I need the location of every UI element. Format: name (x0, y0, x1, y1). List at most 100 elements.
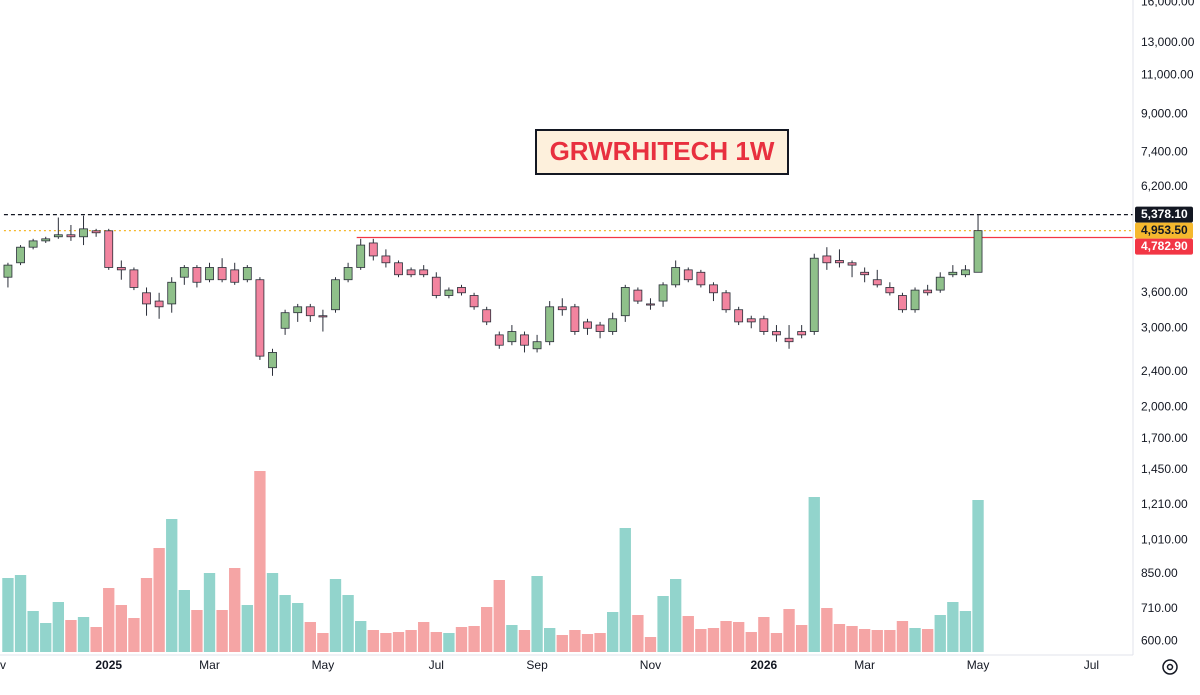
candle-body (167, 281, 177, 305)
candle-body (179, 267, 189, 278)
candle-body (646, 303, 655, 306)
candle-body (734, 309, 744, 323)
y-tick-label: 710.00 (1141, 601, 1178, 615)
y-tick-label: 13,000.00 (1141, 35, 1195, 49)
volume-bar (795, 625, 808, 652)
volume-layer (2, 471, 984, 652)
candle-body (79, 228, 88, 238)
y-tick-label: 1,210.00 (1141, 497, 1188, 511)
volume-bar (594, 633, 606, 652)
settings-gear[interactable] (1162, 659, 1178, 675)
chart-title: GRWRHITECH 1W (550, 136, 775, 166)
x-tick-label: May (967, 658, 990, 672)
volume-bar (657, 596, 669, 652)
settings-icon[interactable] (1162, 659, 1178, 675)
candle-body (457, 287, 466, 294)
candle-body (444, 289, 454, 296)
candle-body (268, 352, 277, 369)
volume-bar (556, 635, 568, 652)
candle-body (671, 267, 681, 286)
y-tick-label: 850.00 (1141, 566, 1178, 580)
volume-bar (972, 500, 984, 652)
volume-bar (430, 632, 442, 652)
volume-bar (808, 497, 820, 652)
y-tick-label: 11,000.00 (1141, 68, 1194, 82)
volume-bar (405, 630, 417, 652)
candle-body (129, 269, 139, 288)
level-layer (3, 214, 1133, 239)
volume-bar (115, 605, 127, 652)
volume-bar (959, 611, 972, 652)
candle-body (343, 267, 353, 281)
candle-body (784, 337, 794, 343)
volume-bar (858, 629, 871, 652)
candle-body (469, 295, 479, 308)
settings-gear-center[interactable] (1166, 663, 1174, 671)
volume-bar (279, 595, 291, 652)
volume-bar (481, 607, 493, 652)
candle-body (935, 276, 945, 291)
candle-body (923, 289, 933, 294)
volume-bar (178, 590, 190, 652)
volume-bar (52, 602, 65, 652)
candle-body (91, 230, 101, 234)
volume-bar (669, 579, 682, 652)
volume-bar (27, 611, 39, 652)
candle-body (242, 267, 252, 281)
volume-bar (909, 628, 921, 652)
candle-body (406, 269, 416, 276)
candle-body (532, 341, 542, 350)
volume-bar (632, 615, 644, 652)
candle-body (961, 269, 970, 276)
y-tick-label: 2,000.00 (1141, 399, 1188, 413)
volume-bar (241, 605, 253, 652)
volume-bar (934, 615, 946, 652)
candle-body (419, 269, 429, 276)
volume-bar (292, 603, 304, 652)
candle-body (394, 262, 403, 276)
candle-body (860, 271, 870, 276)
volume-bar (65, 620, 77, 652)
volume-bar (166, 519, 178, 652)
level-label-box (1135, 206, 1193, 223)
volume-bar (695, 629, 707, 652)
candle-body (494, 334, 504, 346)
candle-body (885, 287, 895, 294)
x-tick-label: Jul (429, 658, 444, 672)
y-tick-label: 3,600.00 (1141, 285, 1188, 299)
y-tick-label: 9,000.00 (1141, 107, 1188, 121)
volume-bar (77, 617, 90, 652)
candle-body (356, 244, 366, 268)
x-tick-label: 2026 (751, 658, 778, 672)
volume-bar (2, 578, 14, 652)
y-tick-label: 600.00 (1141, 634, 1178, 648)
volume-bar (342, 595, 354, 652)
volume-bar (682, 616, 694, 652)
candle-body (520, 334, 529, 346)
candle-body (142, 292, 151, 305)
volume-bar (846, 626, 858, 652)
x-tick-label: Sep (526, 658, 548, 672)
volume-bar (90, 627, 102, 652)
candle-body (721, 292, 731, 311)
candle-body (255, 279, 265, 357)
volume-bar (128, 618, 140, 652)
volume-bar (783, 609, 795, 652)
volume-bar (758, 617, 770, 652)
candle-body (507, 331, 517, 343)
candle-body (835, 260, 844, 264)
candle-body (809, 257, 819, 332)
candle-body (683, 269, 693, 281)
candle-body (847, 262, 857, 266)
volume-bar (732, 622, 745, 652)
volume-bar (103, 588, 115, 652)
candle-body (872, 279, 882, 286)
y-tick-label: 1,700.00 (1141, 431, 1188, 445)
volume-bar (355, 621, 367, 652)
volume-bar (770, 633, 783, 652)
candle-body (368, 242, 378, 257)
candle-body (331, 279, 340, 311)
volume-bar (821, 608, 833, 652)
